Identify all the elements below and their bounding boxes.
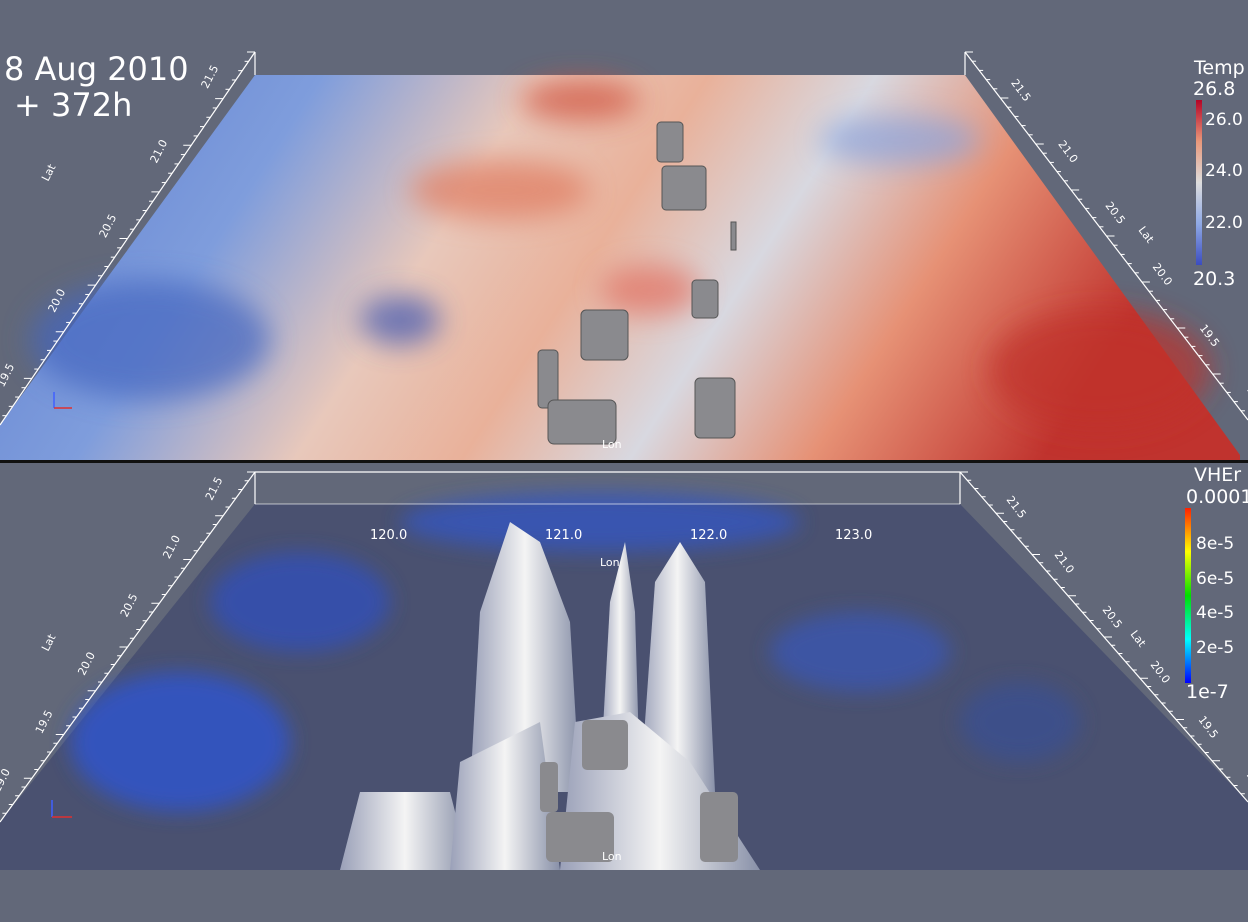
lat-tick-label: 21.5 bbox=[1004, 493, 1029, 520]
lon-axis-label: Lon bbox=[602, 438, 622, 451]
colorbar-min: 20.3 bbox=[1193, 268, 1236, 290]
colorbar-tick: 22.0 bbox=[1205, 213, 1243, 233]
cloud-column bbox=[640, 542, 715, 792]
lat-tick-label: 19.0 bbox=[1244, 383, 1248, 410]
vher-volume: 21.5 21.0 20.5 20.0 19.5 19.0 21.5 21.0 20.5 20.0… bbox=[0, 471, 1248, 870]
lat-tick-label: 21.5 bbox=[1008, 77, 1033, 104]
cloud-column bbox=[691, 279, 719, 319]
lat-tick-label: 21.0 bbox=[1052, 548, 1077, 575]
colorbar-tick: 24.0 bbox=[1205, 161, 1243, 181]
colorbar-max: 26.8 bbox=[1193, 78, 1236, 100]
lon-axis-label: Lon bbox=[600, 556, 620, 569]
colorbar-max: 0.0001 bbox=[1186, 486, 1248, 508]
lat-tick-label: 20.5 bbox=[118, 591, 141, 619]
lat-tick-label: 21.0 bbox=[160, 533, 183, 561]
cloud-column bbox=[547, 399, 617, 445]
lat-axis-label: Lat bbox=[39, 162, 59, 184]
colorbar-title: Temp bbox=[1194, 57, 1245, 79]
lat-tick-label: 20.0 bbox=[75, 650, 98, 678]
lat-tick-label: 21.0 bbox=[1055, 138, 1080, 165]
lat-axis-label-right: Lat bbox=[1128, 628, 1149, 650]
timestamp-date: 8 Aug 2010 bbox=[4, 50, 189, 88]
temperature-render-view[interactable]: 21.5 21.0 20.5 20.0 19.5 21.5 21.0 20.5 20.0 19.5… bbox=[0, 40, 1248, 461]
lat-tick-label: 19.5 bbox=[33, 708, 56, 736]
lat-tick-label: 21.5 bbox=[203, 475, 226, 503]
colorbar-tick: 4e-5 bbox=[1196, 603, 1235, 623]
lat-tick-label: 20.5 bbox=[97, 212, 120, 240]
lon-tick: 122.0 bbox=[690, 528, 727, 543]
lat-tick-label: 20.0 bbox=[1148, 658, 1173, 685]
lon-tick: 121.0 bbox=[545, 528, 582, 543]
lat-tick-label: 20.0 bbox=[1150, 261, 1175, 288]
view-divider[interactable] bbox=[0, 460, 1248, 463]
lat-tick-label: 21.5 bbox=[199, 63, 222, 91]
colorbar-tick: 2e-5 bbox=[1196, 638, 1235, 658]
lat-tick-label: 19.5 bbox=[1197, 322, 1222, 349]
lon-tick: 120.0 bbox=[370, 528, 407, 543]
cloud-column bbox=[580, 309, 629, 361]
cloud-column bbox=[537, 349, 559, 409]
colorbar-min: 1e-7 bbox=[1186, 681, 1229, 703]
lat-tick-label: 21.0 bbox=[148, 138, 171, 166]
cloud-column bbox=[656, 121, 684, 163]
lat-tick-label: 19.0 bbox=[1244, 768, 1248, 795]
colorbar-tick: 8e-5 bbox=[1196, 534, 1235, 554]
cloud-column bbox=[450, 722, 560, 870]
lat-tick-label: 20.5 bbox=[1103, 199, 1128, 226]
lon-tick: 123.0 bbox=[835, 528, 872, 543]
cloud-column bbox=[730, 221, 737, 251]
cloud-column bbox=[694, 377, 736, 439]
cloud-column bbox=[340, 792, 470, 870]
temperature-surface: 21.521.020.520.019.521.521.020.520.019.5… bbox=[0, 51, 1248, 461]
colorbar-title: VHEr bbox=[1194, 464, 1242, 486]
colorbar-tick: 26.0 bbox=[1205, 110, 1243, 130]
lat-tick-label: 19.0 bbox=[0, 766, 13, 794]
lat-tick-label: 19.5 bbox=[1196, 713, 1221, 740]
orientation-axes-icon bbox=[53, 392, 72, 409]
lon-axis-label-near: Lon bbox=[602, 850, 622, 863]
lat-axis-label: Lat bbox=[39, 632, 59, 654]
timestamp-offset: + 372h bbox=[14, 86, 133, 124]
cloud-column bbox=[470, 522, 580, 792]
lat-tick-label: 19.5 bbox=[0, 361, 17, 389]
orientation-axes-icon bbox=[51, 800, 72, 818]
colorbar-tick: 6e-5 bbox=[1196, 569, 1235, 589]
cloud-column bbox=[661, 165, 707, 211]
lat-axis-label-right: Lat bbox=[1136, 224, 1157, 246]
vher-render-view[interactable]: 21.5 21.0 20.5 20.0 19.5 19.0 21.5 21.0 20.5 20.0… bbox=[0, 462, 1248, 870]
lat-tick-label: 20.5 bbox=[1100, 603, 1125, 630]
